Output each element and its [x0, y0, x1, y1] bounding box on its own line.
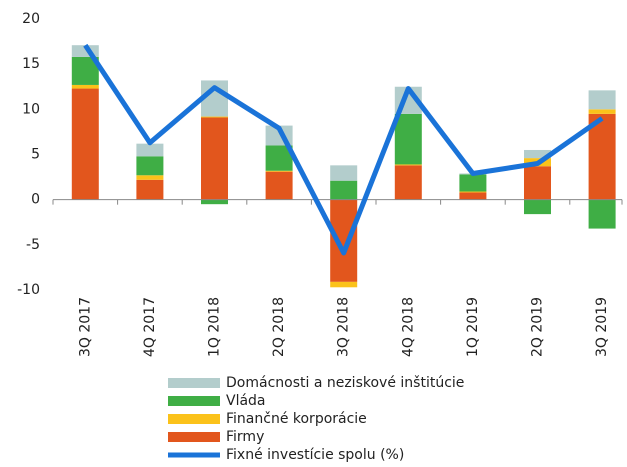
bar-segment: [394, 164, 422, 166]
x-tick-label: 2Q 2019: [530, 297, 546, 357]
x-tick-label: 4Q 2018: [400, 297, 416, 357]
bar-segment: [394, 113, 422, 165]
bar-segment: [459, 174, 487, 192]
bar-segment: [201, 116, 228, 118]
bar-segment: [136, 143, 164, 157]
legend-swatch: [168, 378, 220, 388]
bar-segment: [330, 180, 358, 200]
bar-segment: [136, 156, 164, 176]
y-tick-label: -5: [26, 237, 40, 253]
bar-segment: [330, 281, 358, 288]
legend-swatch: [168, 414, 220, 424]
bar-segment: [265, 171, 293, 200]
legend-label: Vláda: [226, 393, 266, 409]
y-tick-label: 15: [22, 56, 40, 72]
bar-segment: [71, 45, 99, 57]
x-tick-label: 3Q 2017: [77, 297, 93, 357]
bar-segment: [265, 170, 293, 172]
bar-segment: [330, 199, 358, 282]
bar-segment: [136, 175, 164, 180]
bar-segment: [201, 117, 228, 200]
bar-segment: [136, 179, 164, 200]
y-tick-label: 0: [31, 192, 40, 208]
bar-segment: [588, 113, 616, 200]
x-tick-label: 1Q 2019: [465, 297, 481, 357]
x-tick-label: 1Q 2018: [207, 297, 223, 357]
legend-label: Firmy: [226, 429, 264, 445]
bar-segment: [588, 90, 616, 110]
bar-segment: [524, 149, 551, 159]
x-tick-label: 2Q 2018: [271, 297, 287, 357]
y-tick-label: 10: [22, 101, 40, 117]
x-tick-label: 3Q 2018: [336, 297, 352, 357]
legend-label: Domácnosti a neziskové inštitúcie: [226, 375, 464, 391]
bar-segment: [524, 166, 551, 200]
x-tick-label: 3Q 2019: [594, 297, 610, 357]
bar-segment: [201, 199, 228, 205]
x-tick-label: 4Q 2017: [142, 297, 158, 357]
legend-swatch: [168, 396, 220, 406]
legend-label: Fixné investície spolu (%): [226, 447, 404, 463]
y-tick-label: 5: [31, 147, 40, 163]
y-tick-label: -10: [17, 282, 40, 298]
bar-segment: [71, 88, 99, 200]
bar-segment: [394, 165, 422, 200]
total-line: [83, 43, 604, 256]
bar-segment: [524, 199, 551, 215]
bar-segment: [71, 84, 99, 89]
legend-swatch: [168, 432, 220, 442]
bar-segment: [588, 199, 616, 229]
bar-segment: [330, 165, 358, 181]
bar-segment: [459, 191, 487, 193]
bar-segment: [588, 109, 616, 114]
legend-label: Finančné korporácie: [226, 411, 367, 427]
bar-segment: [459, 192, 487, 200]
y-tick-label: 20: [22, 11, 40, 27]
